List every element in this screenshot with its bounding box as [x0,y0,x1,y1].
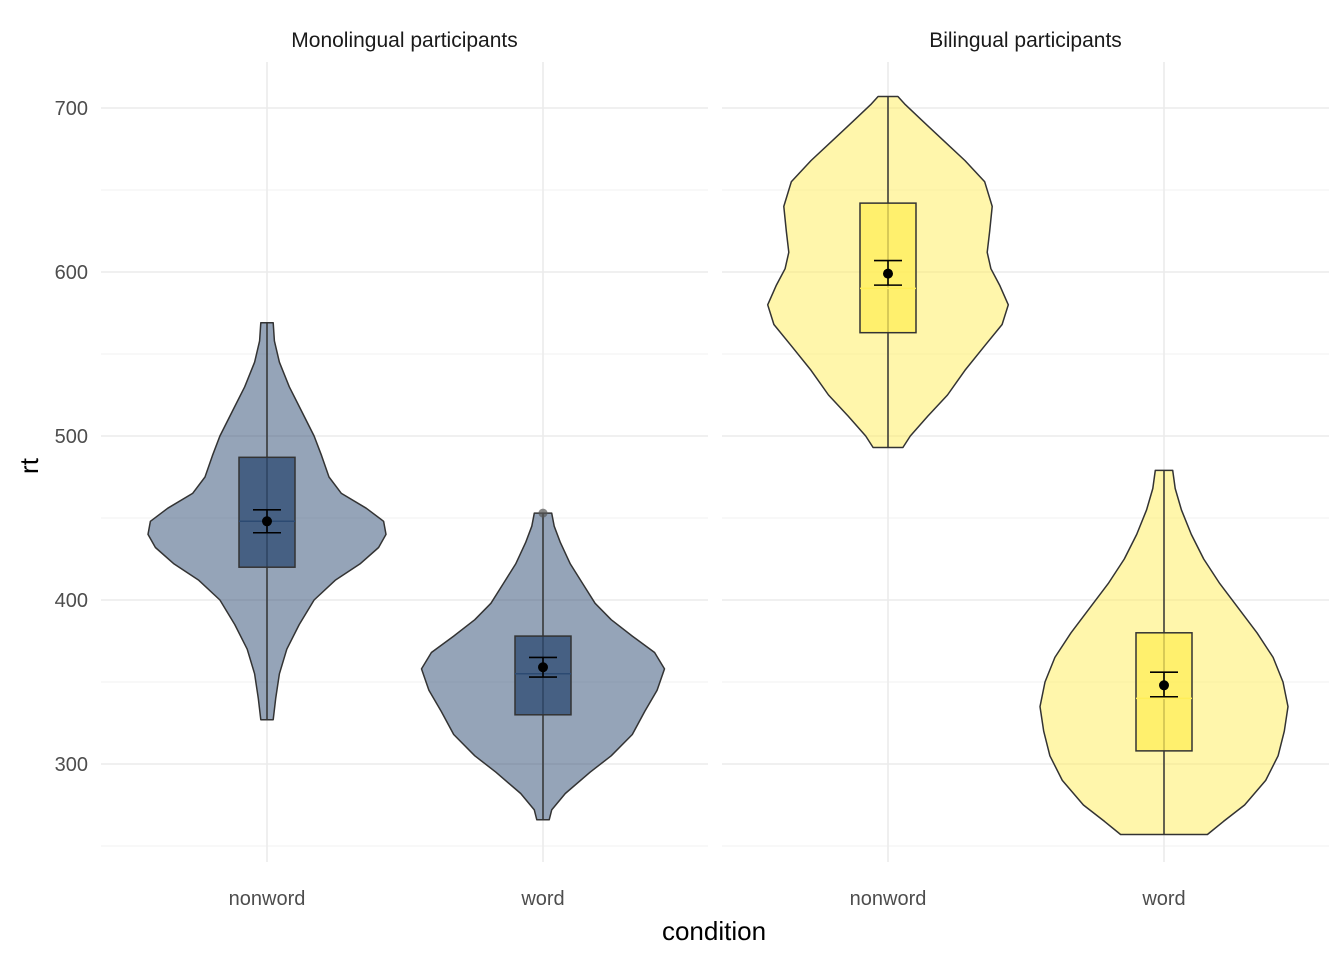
x-tick-label: nonword [229,888,306,910]
mean-point [538,662,548,673]
y-axis-title: rt [14,457,44,474]
mean-point [262,516,272,527]
y-tick-label: 300 [55,754,88,776]
boxplot-box [1135,632,1193,752]
x-tick-label: nonword [850,888,927,910]
mean-point [1159,680,1169,691]
mean-point [883,268,893,279]
y-tick-label: 600 [55,262,88,284]
x-tick-label: word [1141,888,1185,910]
outlier-point [538,508,548,518]
facet-panel: Monolingual participants nonword word [101,29,708,910]
y-tick-label: 700 [55,98,88,120]
facet-strip-label: Bilingual participants [929,29,1122,52]
facet-strip-label: Monolingual participants [291,29,517,52]
facet-panel: Bilingual participants nonword word [722,29,1329,910]
y-tick-label: 400 [55,590,88,612]
x-axis-title: condition [662,916,766,946]
y-tick-label: 500 [55,426,88,448]
x-tick-label: word [520,888,564,910]
